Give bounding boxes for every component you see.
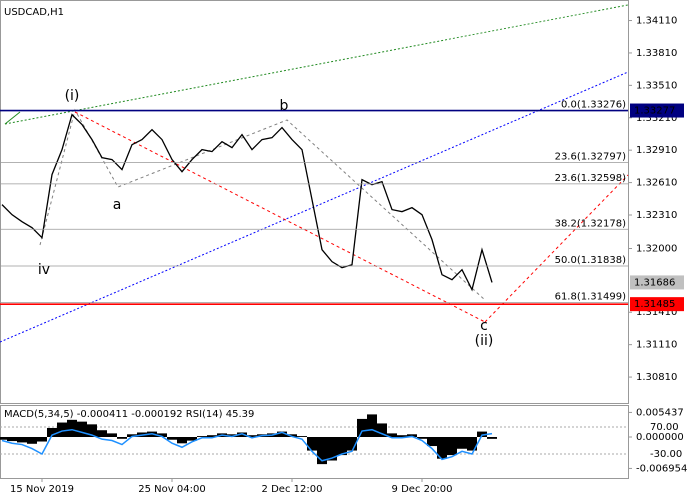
- macd-bar: [67, 419, 77, 438]
- macd-bar: [57, 422, 67, 438]
- y2-tick-label: -30.00: [650, 449, 682, 460]
- macd-bar: [317, 437, 327, 465]
- macd-bar: [127, 434, 137, 438]
- macd-bar: [377, 423, 387, 438]
- y-tick-label: 1.33210: [636, 113, 677, 124]
- x-tick-label: 25 Nov 04:00: [138, 484, 205, 495]
- macd-bar: [107, 433, 117, 438]
- fib-label: 38.2(1.32178): [555, 218, 627, 229]
- fib-label: 0.0(1.33276): [561, 100, 626, 111]
- y-tick-label: 1.30810: [636, 372, 677, 383]
- macd-bar: [367, 414, 377, 438]
- wave-label: b: [280, 98, 289, 114]
- y-tick-label: 1.31410: [636, 307, 677, 318]
- macd-bar: [437, 437, 447, 459]
- macd-bar: [237, 432, 247, 438]
- y-tick-label: 1.33510: [636, 80, 677, 91]
- price-panel: [0, 0, 629, 404]
- wave-label: c: [480, 318, 488, 334]
- macd-bar: [177, 437, 187, 444]
- macd-bar: [77, 421, 87, 438]
- y-tick-label: -0.006954: [636, 463, 687, 474]
- macd-bar: [97, 430, 107, 438]
- macd-bar: [447, 437, 457, 456]
- y-tick-label: 1.32310: [636, 210, 677, 221]
- y-tick-label: 1.33810: [636, 48, 677, 59]
- channel-line: [4, 111, 21, 125]
- macd-bar: [347, 437, 357, 451]
- macd-bar: [187, 437, 197, 441]
- fib-label: 23.6(1.32598): [555, 173, 627, 184]
- y-tick-label: 1.32610: [636, 178, 677, 189]
- chart-title: USDCAD,H1: [4, 7, 64, 18]
- y2-tick-label: 70.00: [650, 422, 679, 433]
- macd-bar: [467, 437, 477, 451]
- macd-bar: [117, 437, 127, 439]
- macd-bar: [167, 437, 177, 440]
- channel-line: [4, 4, 629, 125]
- rsi-line: [1, 428, 493, 462]
- macd-bar: [387, 433, 397, 438]
- y-tick-label: 1.32000: [636, 243, 677, 254]
- macd-bar: [87, 424, 97, 438]
- macd-bar: [417, 437, 427, 439]
- macd-bar: [457, 437, 467, 449]
- macd-bar: [357, 418, 367, 438]
- macd-bar: [0, 437, 7, 440]
- wave-label: (ii): [475, 333, 494, 349]
- y-tick-label: 0.000000: [636, 432, 684, 443]
- y-tick-label: 1.32910: [636, 145, 677, 156]
- indicator-panel: [0, 405, 629, 479]
- channel-line: [484, 174, 629, 323]
- macd-bar: [397, 435, 407, 438]
- macd-bar: [277, 431, 287, 438]
- macd-bar: [197, 436, 207, 438]
- macd-bar: [37, 437, 47, 442]
- price-box-label: 1.31485: [634, 299, 675, 310]
- price-box-label: 1.31686: [634, 277, 675, 288]
- y-tick-label: 1.31110: [636, 340, 677, 351]
- macd-bar: [27, 437, 37, 444]
- wave-label: a: [113, 197, 122, 213]
- macd-bar: [17, 437, 27, 443]
- price-box: [630, 275, 684, 290]
- y-tick-label: 0.005437: [636, 407, 684, 418]
- fib-label: 50.0(1.31838): [555, 255, 627, 266]
- macd-bar: [407, 434, 417, 438]
- fib-label: 23.6(1.32797): [555, 151, 627, 162]
- macd-bar: [477, 431, 487, 438]
- macd-bar: [427, 437, 437, 447]
- macd-bar: [157, 433, 167, 438]
- y-tick-label: 1.34110: [636, 16, 677, 27]
- fib-label: 61.8(1.31499): [555, 292, 627, 303]
- wave-line: [39, 108, 486, 301]
- macd-bar: [7, 437, 17, 442]
- macd-bar: [307, 437, 317, 451]
- macd-bar: [247, 435, 257, 438]
- channel-line: [74, 111, 486, 323]
- macd-bar: [47, 427, 57, 438]
- price-line: [1, 113, 493, 292]
- macd-bar: [207, 435, 217, 438]
- price-box: [630, 103, 684, 118]
- x-tick-label: 2 Dec 12:00: [262, 484, 323, 495]
- wave-label: iv: [38, 262, 50, 278]
- price-box-label: 1.33277: [634, 106, 675, 117]
- macd-bar: [337, 437, 347, 456]
- macd-bar: [227, 434, 237, 438]
- price-box: [630, 297, 684, 312]
- wave-label: (i): [65, 88, 80, 104]
- indicator-title: MACD(5,34,5) -0.000411 -0.000192 RSI(14)…: [4, 409, 254, 420]
- macd-bar: [487, 437, 497, 439]
- x-tick-label: 15 Nov 2019: [10, 484, 74, 495]
- x-tick-label: 9 Dec 20:00: [392, 484, 453, 495]
- macd-bar: [297, 436, 307, 438]
- macd-bar: [327, 437, 337, 461]
